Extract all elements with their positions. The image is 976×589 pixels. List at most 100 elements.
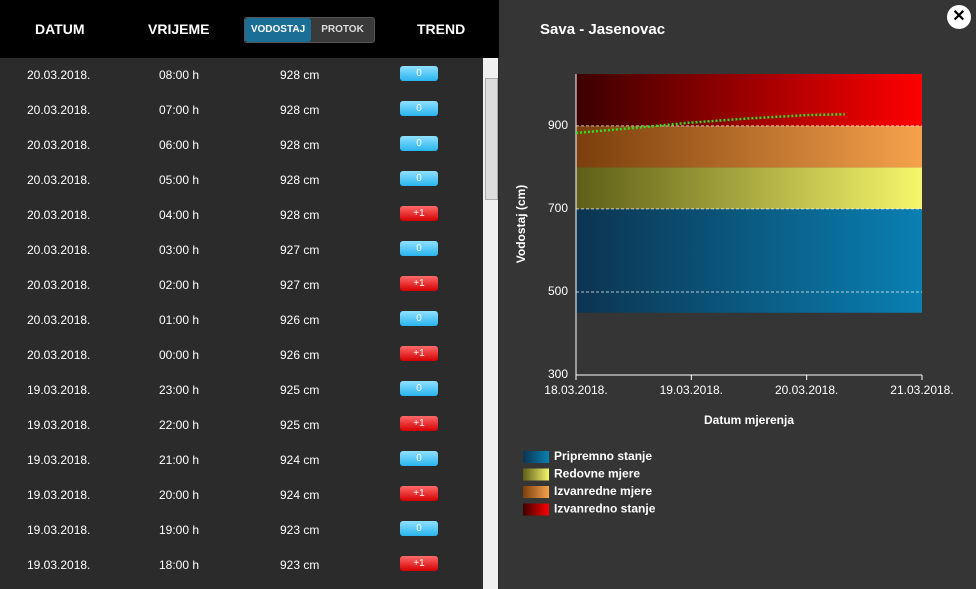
scrollbar[interactable] <box>483 58 498 589</box>
legend-label: Izvanredno stanje <box>554 502 656 516</box>
trend-badge: +1 <box>400 276 438 291</box>
time: 20:00 h <box>159 488 200 502</box>
date: 20.03.2018. <box>27 103 91 117</box>
y-tick-label: 700 <box>548 201 568 215</box>
line <box>575 113 845 135</box>
x-tick-label: 19.03.2018. <box>660 383 723 397</box>
time: 04:00 h <box>159 208 200 222</box>
date: 19.03.2018. <box>27 453 91 467</box>
date: 20.03.2018. <box>27 313 91 327</box>
level: 927 cm <box>280 243 320 257</box>
scroll-thumb[interactable] <box>485 78 498 200</box>
time: 08:00 h <box>159 68 200 82</box>
time: 23:00 h <box>159 383 200 397</box>
level: 923 cm <box>280 523 320 537</box>
date: 20.03.2018. <box>27 173 91 187</box>
table-row: 20.03.2018. 06:00 h 928 cm 0 <box>0 128 483 163</box>
close-button[interactable]: ✕ <box>947 5 971 29</box>
table-row: 19.03.2018. 18:00 h 923 cm +1 <box>0 548 483 583</box>
date: 19.03.2018. <box>27 488 91 502</box>
level: 925 cm <box>280 383 320 397</box>
date: 19.03.2018. <box>27 523 91 537</box>
toggle-option[interactable]: PROTOK <box>321 24 364 35</box>
legend-swatch <box>523 486 549 498</box>
level: 928 cm <box>280 68 320 82</box>
level: 923 cm <box>280 558 320 572</box>
trend-badge: 0 <box>400 311 438 326</box>
header-trend: TREND <box>417 21 466 37</box>
trend-badge: +1 <box>400 346 438 361</box>
level: 927 cm <box>280 278 320 292</box>
legend-swatch <box>523 503 549 516</box>
trend-badge: 0 <box>400 241 438 256</box>
table-row: 20.03.2018. 05:00 h 928 cm 0 <box>0 163 483 198</box>
date: 20.03.2018. <box>27 278 91 292</box>
x-tick-label: 21.03.2018. <box>890 383 953 397</box>
header-datum: DATUM <box>35 21 85 37</box>
level: 925 cm <box>280 418 320 432</box>
x-tick-label: 20.03.2018. <box>775 383 838 397</box>
time: 06:00 h <box>159 138 200 152</box>
table-row: 20.03.2018. 00:00 h 926 cm +1 <box>0 338 483 373</box>
time: 02:00 h <box>159 278 200 292</box>
legend-label: Redovne mjere <box>554 467 640 481</box>
table-row: 20.03.2018. 07:00 h 928 cm 0 <box>0 93 483 128</box>
table-row: 19.03.2018. 19:00 h 923 cm 0 <box>0 513 483 548</box>
trend-badge: 0 <box>400 66 438 81</box>
table-row: 19.03.2018. 22:00 h 925 cm +1 <box>0 408 483 443</box>
trend-badge: +1 <box>400 556 438 571</box>
time: 05:00 h <box>159 173 200 187</box>
date: 20.03.2018. <box>27 138 91 152</box>
band <box>576 125 922 168</box>
trend-badge: 0 <box>400 381 438 396</box>
table-row: 20.03.2018. 01:00 h 926 cm 0 <box>0 303 483 338</box>
legend-label: Izvanredne mjere <box>554 484 652 498</box>
level: 928 cm <box>280 103 320 117</box>
time: 03:00 h <box>159 243 200 257</box>
time: 07:00 h <box>159 103 200 117</box>
table-row: 20.03.2018. 08:00 h 928 cm 0 <box>0 58 483 93</box>
y-axis-label: Vodostaj (cm) <box>514 185 528 263</box>
date: 20.03.2018. <box>27 243 91 257</box>
table-row: 20.03.2018. 04:00 h 928 cm +1 <box>0 198 483 233</box>
x-axis-label: Datum mjerenja <box>704 413 794 427</box>
time: 19:00 h <box>159 523 200 537</box>
level: 928 cm <box>280 173 320 187</box>
table-row: 19.03.2018. 21:00 h 924 cm 0 <box>0 443 483 478</box>
trend-badge: 0 <box>400 451 438 466</box>
time: 00:00 h <box>159 348 200 362</box>
trend-badge: +1 <box>400 486 438 501</box>
header-vrijeme: VRIJEME <box>148 21 210 37</box>
table-header: DATUM VRIJEME VODOSTAJ PROTOK TREND <box>0 0 499 58</box>
table-row: 19.03.2018. 20:00 h 924 cm +1 <box>0 478 483 513</box>
date: 19.03.2018. <box>27 383 91 397</box>
toggle-option[interactable]: VODOSTAJ <box>245 18 311 42</box>
time: 22:00 h <box>159 418 200 432</box>
time: 01:00 h <box>159 313 200 327</box>
table-row: 19.03.2018. 23:00 h 925 cm 0 <box>0 373 483 408</box>
band <box>576 208 922 313</box>
level: 928 cm <box>280 138 320 152</box>
toggle: VODOSTAJ PROTOK <box>244 17 375 43</box>
trend-badge: +1 <box>400 416 438 431</box>
trend-badge: 0 <box>400 101 438 116</box>
trend-badge: 0 <box>400 521 438 536</box>
legend-label: Pripremno stanje <box>554 449 652 463</box>
date: 20.03.2018. <box>27 68 91 82</box>
trend-badge: +1 <box>400 206 438 221</box>
trend-badge: 0 <box>400 136 438 151</box>
level: 924 cm <box>280 488 320 502</box>
date: 19.03.2018. <box>27 418 91 432</box>
time: 18:00 h <box>159 558 200 572</box>
time: 21:00 h <box>159 453 200 467</box>
chart: Sava - Jasenovac Datum mjerenja Vodostaj… <box>514 21 954 516</box>
legend-swatch <box>523 468 549 481</box>
x-tick-label: 18.03.2018. <box>544 383 607 397</box>
y-tick-label: 300 <box>548 367 568 381</box>
level: 928 cm <box>280 208 320 222</box>
level: 926 cm <box>280 313 320 327</box>
level: 926 cm <box>280 348 320 362</box>
chart-title: Sava - Jasenovac <box>540 21 665 38</box>
level: 924 cm <box>280 453 320 467</box>
